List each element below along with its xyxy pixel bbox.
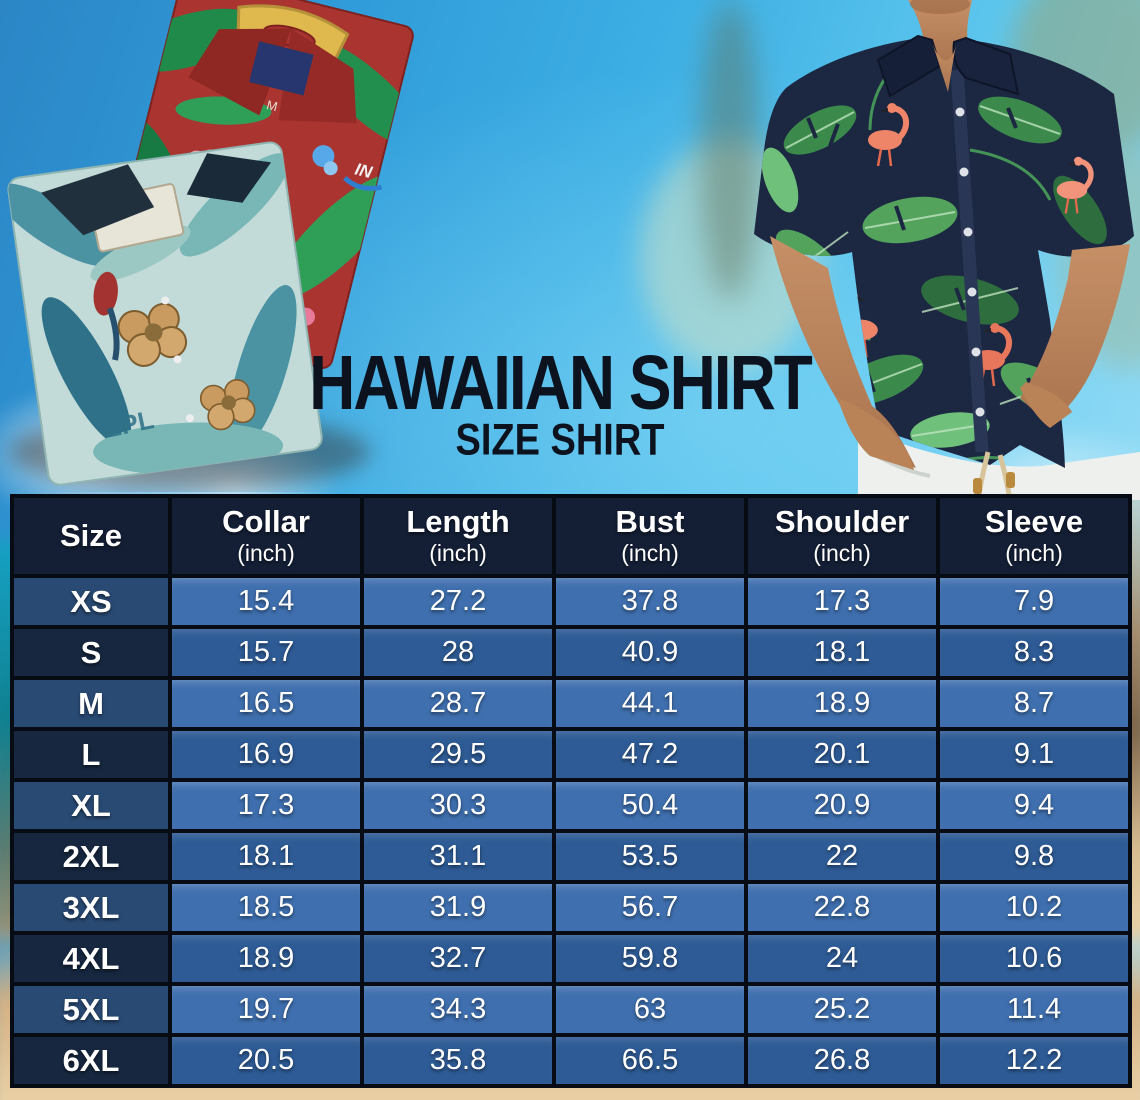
- table-row: 2XL 18.1 31.1 53.5 22 9.8: [10, 829, 1132, 884]
- size-label-cell: S: [10, 625, 172, 680]
- measurement-cell: 7.9: [936, 574, 1132, 629]
- table-row: XL 17.3 30.3 50.4 20.9 9.4: [10, 778, 1132, 833]
- measurement-cell: 8.7: [936, 676, 1132, 731]
- measurement-cell: 10.2: [936, 880, 1132, 935]
- measurement-cell: 27.2: [360, 574, 556, 629]
- measurement-cell: 26.8: [744, 1033, 940, 1088]
- measurement-cell: 35.8: [360, 1033, 556, 1088]
- measurement-cell: 22.8: [744, 880, 940, 935]
- measurement-cell: 32.7: [360, 931, 556, 986]
- measurement-cell: 59.8: [552, 931, 748, 986]
- size-chart-table: Size Collar (inch) Length (inch) Bust (i…: [10, 494, 1132, 1088]
- measurement-cell: 50.4: [552, 778, 748, 833]
- size-label-cell: 5XL: [10, 982, 172, 1037]
- table-row: 5XL 19.7 34.3 63 25.2 11.4: [10, 982, 1132, 1037]
- measurement-cell: 24: [744, 931, 940, 986]
- measurement-cell: 9.4: [936, 778, 1132, 833]
- measurement-cell: 18.9: [168, 931, 364, 986]
- measurement-cell: 15.4: [168, 574, 364, 629]
- measurement-cell: 56.7: [552, 880, 748, 935]
- column-header-size: Size: [10, 494, 172, 578]
- measurement-cell: 63: [552, 982, 748, 1037]
- measurement-cell: 34.3: [360, 982, 556, 1037]
- measurement-cell: 53.5: [552, 829, 748, 884]
- measurement-cell: 44.1: [552, 676, 748, 731]
- measurement-cell: 19.7: [168, 982, 364, 1037]
- measurement-cell: 16.9: [168, 727, 364, 782]
- measurement-cell: 20.5: [168, 1033, 364, 1088]
- measurement-cell: 18.5: [168, 880, 364, 935]
- measurement-cell: 47.2: [552, 727, 748, 782]
- measurement-cell: 37.8: [552, 574, 748, 629]
- measurement-cell: 18.1: [744, 625, 940, 680]
- table-row: 4XL 18.9 32.7 59.8 24 10.6: [10, 931, 1132, 986]
- measurement-cell: 40.9: [552, 625, 748, 680]
- table-row: 3XL 18.5 31.9 56.7 22.8 10.2: [10, 880, 1132, 935]
- measurement-cell: 31.1: [360, 829, 556, 884]
- table-row: 6XL 20.5 35.8 66.5 26.8 12.2: [10, 1033, 1132, 1088]
- column-header-length: Length (inch): [360, 494, 556, 578]
- measurement-cell: 28.7: [360, 676, 556, 731]
- size-label-cell: L: [10, 727, 172, 782]
- measurement-cell: 15.7: [168, 625, 364, 680]
- size-label-cell: 6XL: [10, 1033, 172, 1088]
- measurement-cell: 11.4: [936, 982, 1132, 1037]
- measurement-cell: 18.1: [168, 829, 364, 884]
- table-header-row: Size Collar (inch) Length (inch) Bust (i…: [10, 494, 1132, 578]
- table-row: M 16.5 28.7 44.1 18.9 8.7: [10, 676, 1132, 731]
- poster-subtitle: SIZE SHIRT: [455, 415, 665, 466]
- measurement-cell: 17.3: [168, 778, 364, 833]
- hibiscus-flower: [117, 302, 188, 367]
- measurement-cell: 9.8: [936, 829, 1132, 884]
- size-table-body: XS 15.4 27.2 37.8 17.3 7.9 S 15.7 28 40.9 18.1 8.3 M…: [10, 574, 1132, 1088]
- size-label-cell: XS: [10, 574, 172, 629]
- measurement-cell: 66.5: [552, 1033, 748, 1088]
- size-label-cell: 4XL: [10, 931, 172, 986]
- measurement-cell: 18.9: [744, 676, 940, 731]
- measurement-cell: 25.2: [744, 982, 940, 1037]
- size-label-cell: M: [10, 676, 172, 731]
- measurement-cell: 8.3: [936, 625, 1132, 680]
- red-shirt-inner-label: [249, 41, 314, 96]
- measurement-cell: 30.3: [360, 778, 556, 833]
- white-pants: [858, 428, 1140, 500]
- red-shirt-size-tag: M: [265, 97, 279, 114]
- parrot-print: [93, 271, 118, 316]
- column-header-bust: Bust (inch): [552, 494, 748, 578]
- measurement-cell: 22: [744, 829, 940, 884]
- measurement-cell: 17.3: [744, 574, 940, 629]
- table-row: S 15.7 28 40.9 18.1 8.3: [10, 625, 1132, 680]
- measurement-cell: 10.6: [936, 931, 1132, 986]
- column-header-shoulder: Shoulder (inch): [744, 494, 940, 578]
- measurement-cell: 20.9: [744, 778, 940, 833]
- size-label-cell: 2XL: [10, 829, 172, 884]
- measurement-cell: 20.1: [744, 727, 940, 782]
- column-header-sleeve: Sleeve (inch): [936, 494, 1132, 578]
- measurement-cell: 16.5: [168, 676, 364, 731]
- measurement-cell: 9.1: [936, 727, 1132, 782]
- poster-title-block: HAWAIIAN SHIRT SIZE SHIRT: [230, 339, 890, 463]
- measurement-cell: 28: [360, 625, 556, 680]
- poster-title: HAWAIIAN SHIRT: [309, 339, 813, 426]
- table-row: L 16.9 29.5 47.2 20.1 9.1: [10, 727, 1132, 782]
- size-label-cell: XL: [10, 778, 172, 833]
- red-shirt-sleeve-logo: IN: [353, 160, 375, 183]
- table-row: XS 15.4 27.2 37.8 17.3 7.9: [10, 574, 1132, 629]
- measurement-cell: 31.9: [360, 880, 556, 935]
- measurement-cell: 29.5: [360, 727, 556, 782]
- measurement-cell: 12.2: [936, 1033, 1132, 1088]
- column-header-collar: Collar (inch): [168, 494, 364, 578]
- size-label-cell: 3XL: [10, 880, 172, 935]
